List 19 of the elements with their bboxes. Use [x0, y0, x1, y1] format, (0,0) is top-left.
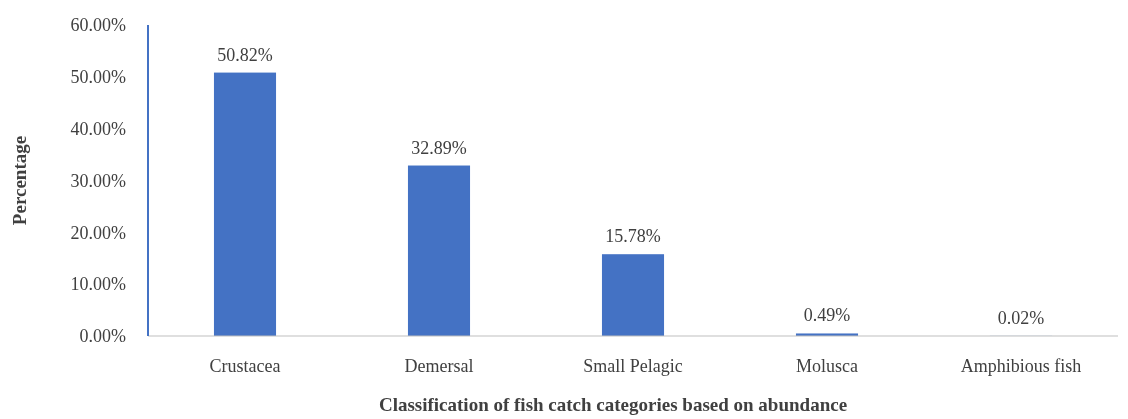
data-label: 50.82% — [217, 44, 273, 65]
data-label: 0.49% — [803, 305, 851, 326]
y-tick-label: 50.00% — [70, 67, 126, 88]
data-label: 0.02% — [997, 307, 1045, 328]
x-tick-label: Demersal — [404, 356, 474, 376]
data-label: 15.78% — [605, 226, 661, 247]
y-tick-label: 20.00% — [70, 222, 126, 243]
y-tick-label: 0.00% — [79, 326, 126, 347]
x-tick-label: Molusca — [796, 356, 858, 376]
y-tick-label: 40.00% — [70, 118, 126, 139]
y-axis-title: Percentage — [9, 135, 30, 226]
y-tick-label: 30.00% — [70, 170, 126, 191]
y-tick-label: 10.00% — [70, 274, 126, 295]
x-tick-label: Small Pelagic — [583, 356, 683, 376]
x-tick-label: Crustacea — [209, 356, 281, 376]
x-axis-title: Classification of fish catch categories based on abundance — [378, 394, 848, 415]
data-label: 32.89% — [411, 137, 467, 158]
y-tick-label: 60.00% — [70, 15, 126, 36]
x-tick-label: Amphibious fish — [960, 356, 1082, 376]
